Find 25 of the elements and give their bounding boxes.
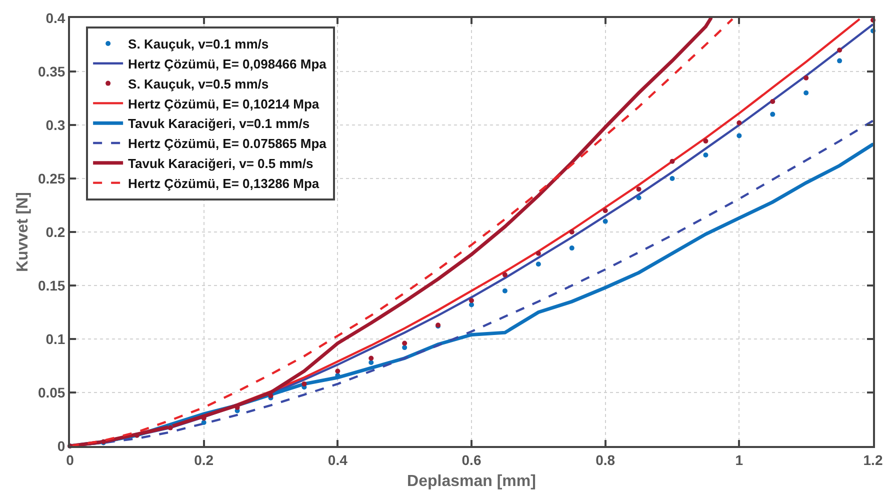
y-tick-label: 0.15: [38, 277, 66, 294]
y-tick-label: 0: [57, 438, 66, 454]
x-tick-label: 0.2: [194, 452, 214, 468]
x-tick-label: 0.4: [328, 452, 348, 468]
x-axis-title: Deplasman [mm]: [407, 473, 536, 490]
legend-label: Hertz Çözümü, E= 0,13286 Mpa: [128, 176, 320, 191]
legend-label: Tavuk Karaciğeri, v=0.1 mm/s: [128, 116, 310, 132]
y-tick-label: 0.35: [38, 63, 66, 80]
legend-label: S. Kauçuk, v=0.5 mm/s: [128, 76, 269, 92]
y-tick-label: 0.05: [38, 384, 66, 400]
legend-label: Hertz Çözümü, E= 0.075865 Mpa: [128, 136, 328, 152]
x-tick-label: 1: [735, 452, 744, 468]
legend-label: S. Kauçuk, v=0.1 mm/s: [128, 36, 269, 52]
x-tick-label: 0.6: [462, 452, 482, 468]
x-tick-label: 1.2: [863, 452, 883, 468]
y-tick-label: 0.3: [46, 116, 66, 133]
legend-label: Hertz Çözümü, E= 0,10214 Mpa: [128, 96, 320, 112]
legend-label: Hertz Çözümü, E= 0,098466 Mpa: [128, 56, 328, 72]
x-tick-label: 0.8: [596, 452, 616, 468]
y-tick-label: 0.1: [46, 330, 66, 347]
y-tick-label: 0.4: [46, 10, 66, 26]
y-axis-title: Kuvvet [N]: [14, 192, 32, 272]
legend-label: Tavuk Karaciğeri, v= 0.5 mm/s: [128, 156, 314, 171]
y-tick-label: 0.2: [46, 224, 66, 240]
y-tick-label: 0.25: [38, 170, 66, 186]
